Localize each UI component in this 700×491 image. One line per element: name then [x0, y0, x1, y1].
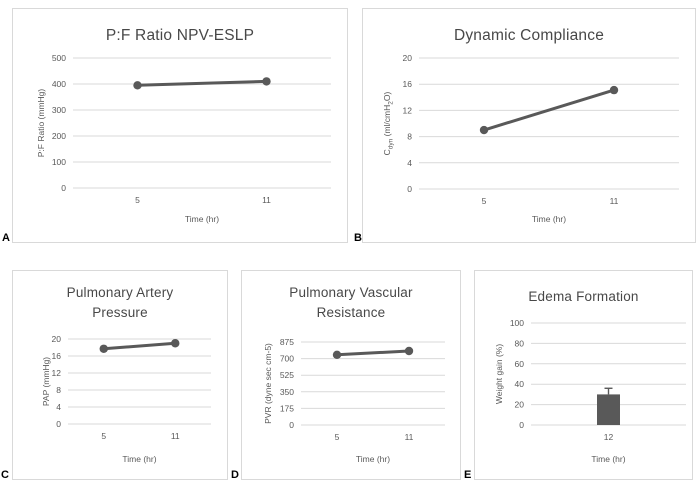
chart-title-edema: Edema Formation: [528, 289, 639, 304]
x-axis-label-time: Time (hr): [184, 214, 220, 224]
chart-title-pvr: Pulmonary Vascular Resistance: [289, 285, 413, 321]
svg-text:40: 40: [515, 379, 525, 389]
svg-text:20: 20: [403, 53, 413, 63]
svg-text:12: 12: [604, 432, 614, 442]
svg-text:11: 11: [405, 432, 414, 442]
svg-text:12: 12: [52, 368, 62, 378]
x-axis-label-time: Time (hr): [122, 454, 157, 464]
svg-text:5: 5: [135, 195, 140, 205]
svg-text:100: 100: [510, 318, 524, 328]
panel-letter-d: D: [231, 469, 239, 481]
svg-text:11: 11: [610, 196, 619, 206]
svg-text:400: 400: [52, 79, 66, 89]
svg-text:4: 4: [407, 158, 412, 168]
svg-text:16: 16: [52, 351, 62, 361]
edema-bar-plot: 0 20 40 60 80 100 12 Weight gain (%): [494, 318, 686, 442]
svg-text:0: 0: [289, 420, 294, 430]
panel-c-pap-chart: Pulmonary Artery Pressure 0 4 8 12 16 20 5 11 PA…: [12, 270, 228, 480]
chart-title-pf-ratio: P:F Ratio NPV-ESLP: [105, 27, 255, 44]
svg-text:12: 12: [403, 105, 413, 115]
svg-text:100: 100: [52, 157, 66, 167]
panel-a-pf-ratio-chart: P:F Ratio NPV-ESLP 0 100 200 300 400 500 5 11 P:…: [12, 8, 348, 243]
svg-text:5: 5: [335, 432, 340, 442]
svg-text:80: 80: [515, 338, 525, 348]
svg-text:300: 300: [52, 105, 66, 115]
panel-letter-a: A: [2, 232, 10, 244]
panel-letter-e: E: [464, 469, 472, 481]
svg-text:700: 700: [280, 354, 294, 364]
x-axis-label-time: Time (hr): [355, 454, 391, 464]
svg-text:Cdyn (ml/cmH2O): Cdyn (ml/cmH2O): [382, 91, 395, 155]
svg-text:8: 8: [56, 385, 61, 395]
svg-text:200: 200: [52, 131, 66, 141]
panel-letter-b: B: [354, 232, 362, 244]
svg-text:500: 500: [52, 53, 66, 63]
svg-text:20: 20: [515, 400, 525, 410]
pf-ratio-line-plot: 0 100 200 300 400 500 5 11 P:F Ratio (mmHg): [36, 53, 331, 205]
svg-text:PAP (mmHg): PAP (mmHg): [41, 357, 51, 406]
svg-text:11: 11: [171, 431, 180, 441]
svg-text:11: 11: [262, 195, 271, 205]
svg-text:525: 525: [280, 370, 294, 380]
panel-e-edema-chart: Edema Formation 0 20 40 60 80 100 12 Weight gai…: [474, 270, 693, 480]
pap-line-plot: 0 4 8 12 16 20 5 11 PAP (mmHg): [41, 334, 211, 441]
svg-text:0: 0: [61, 183, 66, 193]
svg-text:P:F Ratio (mmHg): P:F Ratio (mmHg): [36, 89, 46, 158]
svg-text:5: 5: [101, 431, 106, 441]
svg-text:60: 60: [515, 359, 525, 369]
svg-text:875: 875: [280, 337, 294, 347]
svg-text:8: 8: [407, 132, 412, 142]
svg-text:20: 20: [52, 334, 62, 344]
svg-text:16: 16: [403, 79, 413, 89]
svg-text:350: 350: [280, 387, 294, 397]
pvr-line-plot: 0 175 350 525 700 875 5 11 PVR (dyne sec cm-5): [263, 337, 445, 442]
panel-b-dynamic-compliance-chart: Dynamic Compliance 0 4 8 12 16 20 5 11 Cdyn (ml/…: [362, 8, 696, 243]
panel-d-pvr-chart: Pulmonary Vascular Resistance 0 175 350 525…: [241, 270, 461, 480]
chart-title-dynamic-compliance: Dynamic Compliance: [453, 27, 605, 44]
svg-text:4: 4: [56, 402, 61, 412]
dynamic-compliance-line-plot: 0 4 8 12 16 20 5 11 Cdyn (ml/cmH2O): [382, 53, 679, 206]
svg-text:5: 5: [482, 196, 487, 206]
svg-text:0: 0: [407, 184, 412, 194]
panel-letter-c: C: [1, 469, 9, 481]
svg-text:PVR (dyne sec cm-5): PVR (dyne sec cm-5): [263, 343, 273, 424]
x-axis-label-time: Time (hr): [531, 214, 567, 224]
svg-text:175: 175: [280, 403, 294, 413]
svg-text:Weight gain (%): Weight gain (%): [494, 344, 504, 404]
chart-title-pap: Pulmonary Artery Pressure: [66, 285, 174, 321]
svg-text:0: 0: [56, 419, 61, 429]
x-axis-label-time: Time (hr): [591, 454, 626, 464]
svg-text:0: 0: [519, 420, 524, 430]
